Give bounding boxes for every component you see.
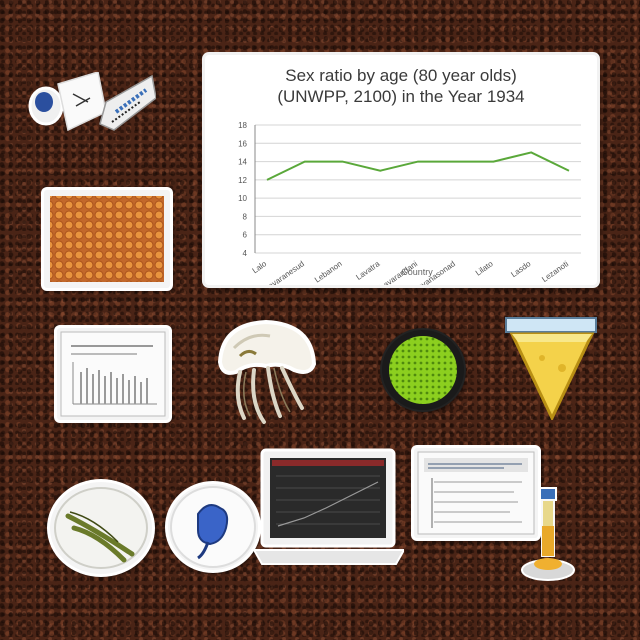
beaker-stand-icon	[521, 487, 575, 581]
jellyfish-icon	[217, 319, 317, 424]
chart-title: Sex ratio by age (80 year olds) (UNWPP, …	[205, 65, 597, 107]
green-virus-sticker	[382, 330, 464, 410]
line-chart-card: Sex ratio by age (80 year olds) (UNWPP, …	[205, 55, 597, 285]
blue-flower-icon	[170, 486, 256, 568]
series-line	[266, 151, 570, 181]
y-tick-label: 8	[243, 212, 248, 221]
cheese-wedge-sticker	[504, 316, 598, 422]
green-beans-sticker	[50, 482, 152, 574]
x-tick-label: Lavaranesud	[263, 259, 306, 285]
chickpeas-tray-sticker	[44, 190, 170, 288]
green-virus-icon	[389, 336, 457, 404]
x-tick-label: Lalo	[251, 259, 269, 275]
blue-flower-sticker	[168, 484, 258, 570]
jellyfish-sticker	[210, 318, 322, 426]
y-tick-label: 16	[238, 139, 247, 148]
x-tick-label: Lavatra	[354, 259, 381, 282]
bar-chart-paper-icon	[60, 331, 166, 417]
laptop-icon	[252, 448, 406, 565]
chart-grid	[254, 124, 581, 254]
green-beans-icon	[54, 487, 148, 569]
x-tick-label: Lebanon	[313, 259, 344, 284]
y-tick-label: 6	[243, 231, 248, 240]
chart-title-line: Sex ratio by age (80 year olds)	[285, 66, 517, 85]
y-tick-label: 14	[238, 158, 247, 167]
y-tick-labels: 18 16 14 12 10 8 6 4	[238, 121, 247, 258]
cheese-wedge-icon	[505, 317, 597, 422]
chart-series	[266, 151, 570, 181]
y-tick-label: 4	[243, 249, 248, 258]
keycard-bracelet-icon	[28, 71, 157, 132]
laptop-sticker	[252, 446, 406, 570]
bar-chart-paper-sticker	[57, 328, 169, 420]
beaker-stand-sticker	[518, 486, 578, 584]
y-tick-label: 10	[238, 194, 247, 203]
x-tick-label: Lasdo	[509, 259, 532, 279]
x-tick-label: Lezanoti	[540, 259, 570, 284]
keycard-bracelet-sticker	[28, 71, 157, 140]
document-chart-icon	[417, 451, 535, 535]
y-tick-label: 12	[238, 176, 247, 185]
chart-subtitle-line: (UNWPP, 2100) in the Year 1934	[277, 87, 525, 106]
document-chart-sticker	[414, 448, 538, 538]
chickpeas-tray-icon	[50, 196, 164, 282]
x-axis-label: Country	[401, 267, 433, 277]
x-tick-label: Lilato	[474, 259, 495, 278]
y-tick-label: 18	[238, 121, 247, 130]
